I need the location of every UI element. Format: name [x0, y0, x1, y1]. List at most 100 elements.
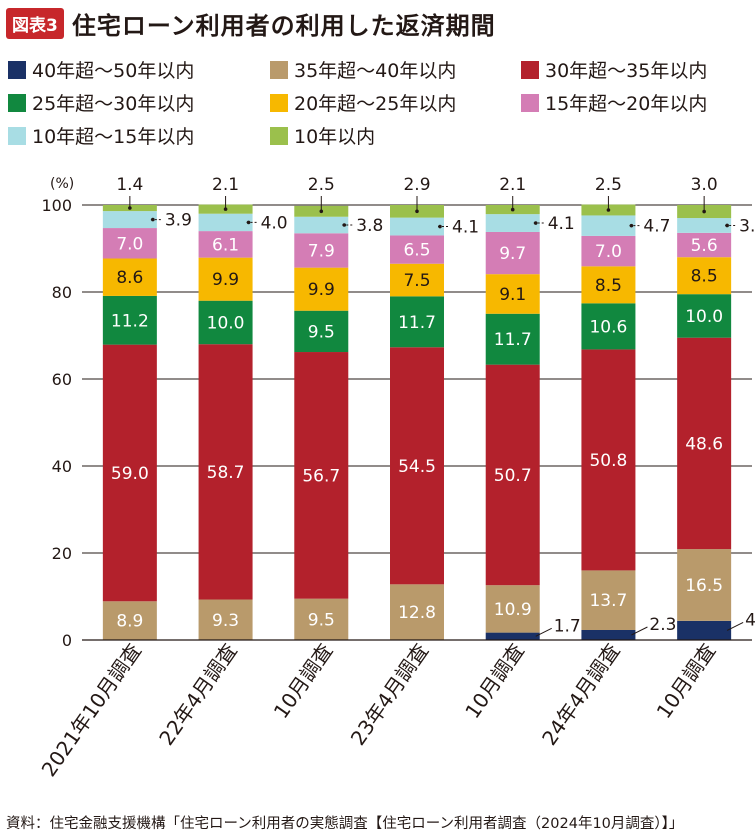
bar-segment: [581, 235, 636, 267]
x-tick-label: 10月調査: [652, 639, 721, 723]
bar-segment: [102, 258, 157, 296]
bar-segment: [390, 217, 444, 236]
callout-dot: [342, 223, 347, 227]
legend-label: 20年超～25年以内: [294, 93, 457, 115]
data-label: 4.4: [745, 610, 755, 630]
legend-item: 20年超～25年以内: [270, 89, 456, 116]
bar-segment: [581, 349, 636, 571]
chart-title: 住宅ローン利用者の利用した返済期間: [71, 11, 496, 40]
data-label: 11.7: [494, 330, 532, 350]
data-label: 1.4: [116, 175, 143, 195]
figure-badge: 図表3: [6, 7, 64, 39]
bar-segment: [294, 352, 349, 599]
callout-dot: [606, 208, 611, 212]
bar-segment: [581, 303, 636, 350]
data-label: 11.7: [398, 313, 436, 333]
data-label: 48.6: [685, 434, 723, 454]
data-label: 50.7: [494, 466, 532, 486]
bar-segment: [102, 211, 157, 229]
legend-label: 25年超～30年以内: [32, 93, 195, 115]
data-label: 4.1: [548, 214, 575, 234]
data-label: 8.9: [116, 612, 143, 632]
bar-segment: [294, 233, 349, 268]
legend-swatch: [521, 93, 539, 112]
data-label: 2.5: [308, 175, 335, 195]
data-label: 10.0: [207, 313, 245, 333]
legend-label: 15年超～20年以内: [545, 93, 708, 115]
legend-swatch: [270, 126, 288, 145]
data-label: 2.3: [649, 615, 676, 635]
bar-segment: [677, 620, 732, 640]
data-label: 4.1: [452, 218, 479, 238]
data-label: 58.7: [207, 463, 245, 483]
bar-segment: [485, 364, 540, 586]
data-label: 9.9: [212, 270, 239, 290]
x-tick-label: 23年4月調査: [346, 639, 433, 750]
legend-label: 40年超～50年以内: [32, 60, 195, 82]
bar-segment: [294, 598, 349, 640]
legend-label: 10年以内: [294, 126, 376, 148]
data-label: 7.0: [595, 242, 622, 262]
data-label: 9.5: [308, 322, 335, 342]
data-label: 2.1: [212, 175, 239, 195]
data-label: 4.7: [643, 217, 670, 237]
bar-segment: [198, 344, 253, 600]
bar-segment: [102, 295, 157, 345]
data-label: 3.0: [691, 175, 718, 195]
data-label: 5.6: [691, 236, 718, 256]
bar-segment: [294, 267, 349, 311]
data-label: 3.9: [165, 211, 192, 231]
bar-segment: [390, 235, 444, 264]
callout-dot: [128, 206, 132, 210]
callout-dot: [702, 209, 706, 214]
callout-dot: [151, 217, 155, 222]
bar-segment: [581, 266, 636, 304]
x-tick-label: 10月調査: [269, 639, 338, 723]
data-label: 8.6: [116, 268, 143, 288]
data-label: 3.4: [739, 216, 755, 236]
callout-line: [631, 626, 648, 636]
bar-segment: [294, 310, 349, 353]
y-tick-label: 40: [52, 457, 72, 476]
bar-segment: [198, 300, 253, 345]
callout-dot: [223, 207, 228, 211]
bar-segment: [390, 296, 444, 348]
bar-segment: [677, 337, 732, 550]
legend-label: 10年超～15年以内: [32, 126, 195, 148]
data-label: 16.5: [685, 576, 723, 596]
callout-line: [726, 621, 744, 631]
legend-item: 35年超～40年以内: [270, 56, 456, 83]
bar-segment: [485, 274, 540, 314]
callout-dot: [629, 223, 634, 228]
legend-label: 30年超～35年以内: [545, 60, 708, 82]
x-tick-label: 22年4月調査: [154, 639, 241, 750]
callout-dot: [246, 220, 251, 225]
legend-item: 25年超～30年以内: [8, 89, 194, 116]
legend-swatch: [521, 60, 539, 79]
callout-dot: [533, 221, 538, 225]
bar-segment: [581, 629, 636, 640]
bar-segment: [677, 294, 732, 338]
data-label: 3.8: [356, 216, 383, 236]
callout-dot: [415, 209, 419, 214]
legend-item: 10年以内: [270, 122, 375, 149]
chart-header: 図表3 住宅ローン利用者の利用した返済期間: [6, 6, 496, 40]
data-label: 56.7: [302, 466, 340, 486]
bar-segment: [677, 218, 732, 233]
data-label: 10.0: [685, 307, 723, 327]
data-label: 8.5: [595, 276, 622, 296]
y-tick-label: 20: [52, 544, 72, 563]
bar-segment: [198, 257, 253, 301]
data-label: 4.0: [261, 213, 288, 233]
bar-segment: [390, 347, 444, 585]
data-label: 6.5: [403, 241, 430, 261]
legend-swatch: [270, 93, 288, 112]
bar-segment: [102, 228, 157, 259]
data-label: 1.7: [554, 616, 581, 636]
data-label: 10.9: [494, 600, 532, 620]
callout-dot: [438, 224, 442, 229]
data-label: 9.3: [212, 611, 239, 631]
data-label: 11.2: [111, 311, 149, 331]
bar-segment: [677, 549, 732, 621]
data-label: 7.9: [308, 241, 335, 261]
